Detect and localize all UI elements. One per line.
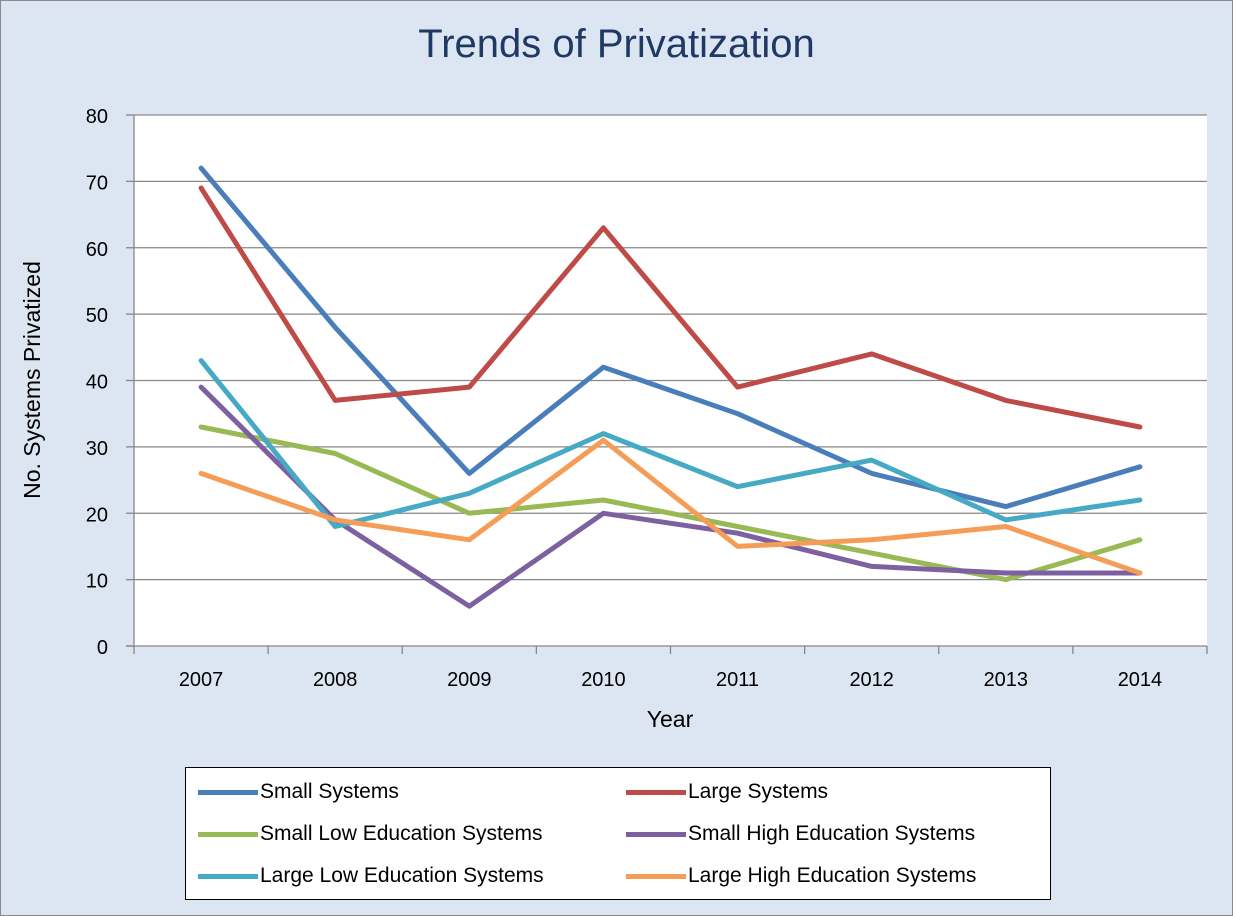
y-tick-label: 60 [86,239,108,261]
chart-title: Trends of Privatization [418,22,815,66]
x-tick-label: 2011 [716,669,759,691]
x-tick-label: 2010 [581,669,626,691]
legend-entry: Small High Education Systems [626,814,975,854]
y-tick-label: 50 [86,305,108,327]
legend-swatch [626,873,686,879]
legend-swatch [626,831,686,837]
y-tick-label: 40 [86,372,108,394]
legend-entry: Small Low Education Systems [198,814,542,854]
y-tick-label: 80 [86,106,108,128]
series-line-2 [198,185,1143,430]
legend-swatch [198,831,258,837]
y-tick-label: 20 [86,504,108,526]
y-tick-label: 70 [86,172,108,194]
legend-swatch [626,789,686,795]
legend-label: Large Systems [688,780,829,803]
x-tick-label: 2007 [179,669,224,691]
legend: Small Systems Large Systems Small Low Educ… [185,767,1051,900]
series-line-1 [198,165,1143,510]
legend-swatch [198,789,258,795]
legend-label: Large High Education Systems [688,864,977,887]
legend-entry: Small Systems [198,772,399,812]
y-tick-label: 0 [97,637,108,659]
x-tick-label: 2012 [849,669,894,691]
x-tick-label: 2014 [1118,669,1163,691]
legend-entry: Large Systems [626,772,828,812]
legend-label: Small High Education Systems [688,822,976,845]
x-tick-label: 2013 [984,669,1029,691]
series-line-3 [198,424,1143,583]
legend-label: Small Low Education Systems [260,822,543,845]
x-tick-label: 2008 [313,669,358,691]
legend-label: Small Systems [260,780,399,803]
x-axis-label: Year [647,706,694,732]
legend-entry: Large High Education Systems [626,856,976,896]
x-tick-label: 2009 [447,669,492,691]
y-axis-label: No. Systems Privatized [19,261,45,499]
series-line-6 [198,437,1143,576]
legend-entry: Large Low Education Systems [198,856,544,896]
y-tick-label: 30 [86,438,108,460]
legend-label: Large Low Education Systems [260,864,544,887]
series-line-4 [198,384,1143,609]
y-tick-label: 10 [86,571,108,593]
legend-swatch [198,873,258,879]
